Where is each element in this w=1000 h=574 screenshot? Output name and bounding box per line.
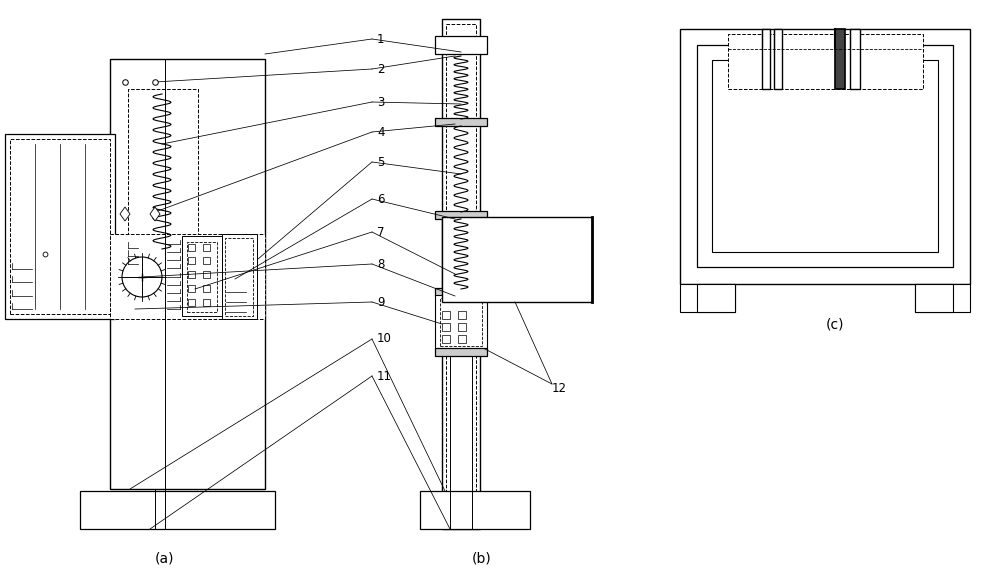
Bar [203, 285, 210, 292]
Bar [203, 299, 210, 306]
Bar [697, 45, 953, 267]
Text: 11: 11 [377, 370, 392, 382]
Bar [435, 211, 487, 219]
Bar [420, 491, 530, 529]
Text: 7: 7 [377, 226, 384, 239]
Bar [680, 29, 970, 284]
Text: 12: 12 [552, 382, 567, 395]
Text: 10: 10 [377, 332, 392, 346]
Bar [188, 271, 195, 278]
Bar [458, 311, 466, 319]
Text: 9: 9 [377, 296, 384, 308]
Text: 2: 2 [377, 63, 384, 76]
Bar [203, 271, 210, 278]
Bar [187, 242, 217, 312]
Bar [128, 89, 198, 254]
Text: 5: 5 [377, 156, 384, 169]
Polygon shape [120, 207, 130, 221]
Bar [712, 60, 938, 252]
Bar [110, 59, 265, 489]
Text: 8: 8 [377, 258, 384, 270]
Bar [442, 19, 480, 529]
Bar [442, 335, 450, 343]
Text: (a): (a) [155, 551, 175, 565]
Bar [188, 244, 195, 251]
Bar [915, 284, 953, 312]
Bar [435, 118, 487, 126]
Bar [10, 139, 110, 314]
Bar [225, 238, 253, 316]
Bar [203, 257, 210, 264]
Text: 4: 4 [377, 126, 384, 138]
Bar [440, 298, 482, 346]
Bar [435, 288, 487, 296]
Text: (b): (b) [472, 551, 492, 565]
Bar [188, 299, 195, 306]
Bar [5, 134, 115, 319]
Bar [697, 284, 735, 312]
Bar [458, 323, 466, 331]
Text: 3: 3 [377, 95, 384, 108]
Bar [915, 284, 970, 312]
Polygon shape [150, 207, 160, 221]
Bar [850, 29, 860, 89]
Bar [188, 285, 195, 292]
Bar [188, 257, 195, 264]
Bar [80, 491, 275, 529]
Bar [835, 29, 845, 89]
Bar [435, 348, 487, 356]
Bar [728, 34, 923, 89]
Bar [442, 217, 592, 302]
Bar [110, 234, 265, 319]
Bar [774, 29, 782, 89]
Bar [435, 36, 487, 54]
Bar [442, 323, 450, 331]
Text: 6: 6 [377, 192, 384, 205]
Text: (c): (c) [826, 318, 844, 332]
Bar [222, 234, 257, 319]
Bar [203, 244, 210, 251]
Bar [435, 295, 487, 349]
Bar [680, 284, 735, 312]
Bar [446, 24, 476, 524]
Bar [762, 29, 770, 89]
Text: 1: 1 [377, 33, 384, 45]
Bar [182, 236, 222, 316]
Bar [442, 311, 450, 319]
Bar [458, 335, 466, 343]
